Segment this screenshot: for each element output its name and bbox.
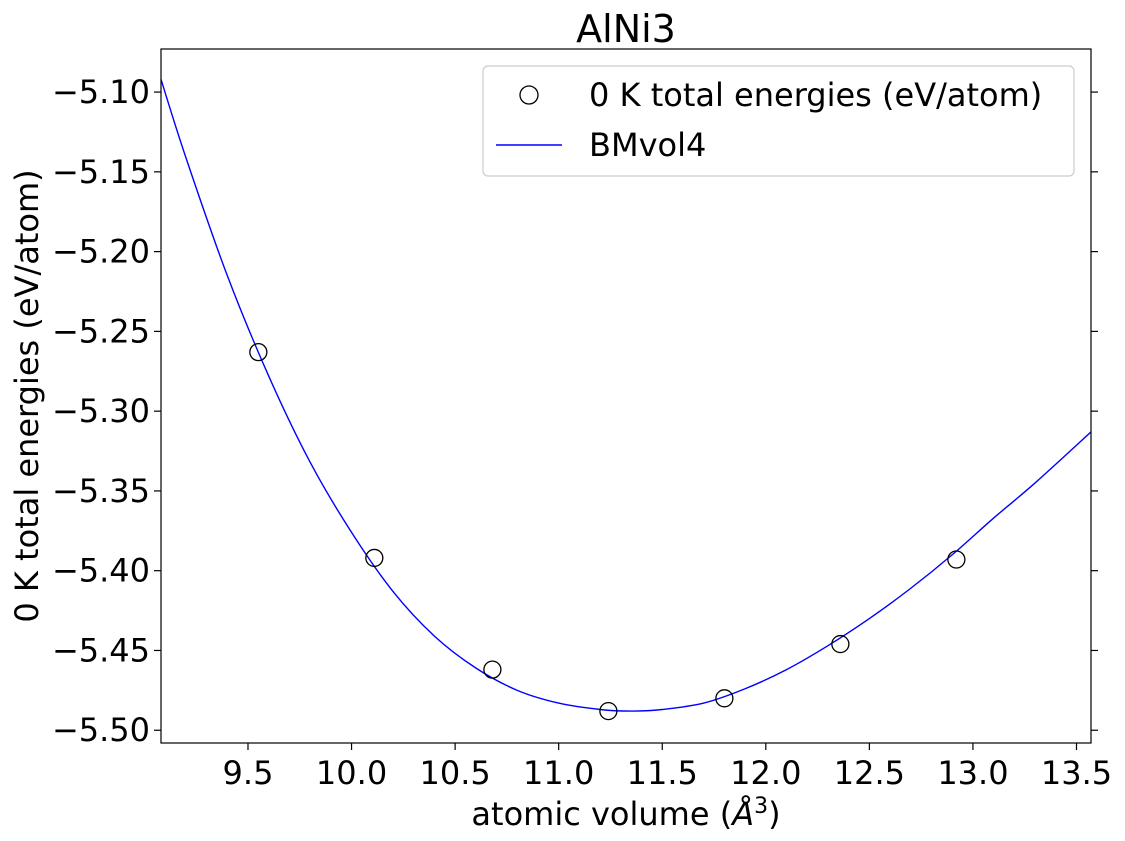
x-tick-label: 12.5	[834, 754, 905, 792]
y-tick-label: −5.50	[52, 711, 150, 749]
x-tick-label: 13.5	[1041, 754, 1112, 792]
chart-title: AlNi3	[576, 7, 676, 51]
bmvol4-fit-line	[161, 79, 1091, 712]
legend: 0 K total energies (eV/atom) BMvol4	[482, 65, 1075, 177]
y-axis-ticks: −5.10 −5.15 −5.20 −5.25 −5.30 −5.35 −5.40 −5.45…	[52, 73, 1098, 749]
x-tick-label: 11.0	[523, 754, 594, 792]
x-axis-label: atomic volume (Å3)	[471, 794, 780, 834]
data-point	[483, 660, 502, 679]
x-axis-ticks: 9.5 10.0 10.5 11.0 11.5 12.0 12.5 13.0 13.5	[223, 743, 1112, 792]
data-point	[365, 548, 384, 568]
x-axis-label-unit: Å	[730, 795, 754, 833]
y-tick-label: −5.10	[52, 73, 150, 111]
data-point	[715, 689, 734, 708]
x-tick-label: 13.0	[937, 754, 1008, 792]
plot-frame	[160, 48, 1092, 744]
x-tick-label: 10.5	[419, 754, 490, 792]
data-point	[831, 634, 850, 654]
y-tick-label: −5.30	[52, 392, 150, 430]
legend-label-points: 0 K total energies (eV/atom)	[589, 76, 1042, 114]
x-axis-label-suffix: )	[768, 795, 780, 833]
x-tick-label: 10.0	[316, 754, 387, 792]
x-tick-label: 9.5	[223, 754, 274, 792]
data-point	[947, 550, 966, 569]
legend-label-fit: BMvol4	[589, 126, 706, 164]
legend-circle-marker-icon	[519, 85, 539, 105]
y-tick-label: −5.45	[52, 631, 150, 669]
x-tick-label: 12.0	[730, 754, 801, 792]
data-point	[599, 701, 618, 721]
x-tick-label: 11.5	[627, 754, 698, 792]
y-axis-label: 0 K total energies (eV/atom)	[8, 169, 46, 622]
data-point	[249, 342, 268, 362]
y-tick-label: −5.25	[52, 312, 150, 350]
y-tick-label: −5.40	[52, 552, 150, 590]
y-tick-label: −5.15	[52, 153, 150, 191]
legend-box	[482, 65, 1075, 177]
data-points	[249, 342, 966, 721]
x-axis-label-superscript: 3	[754, 794, 768, 819]
x-axis-label-prefix: atomic volume (	[471, 795, 732, 833]
y-tick-label: −5.35	[52, 472, 150, 510]
y-tick-label: −5.20	[52, 233, 150, 271]
